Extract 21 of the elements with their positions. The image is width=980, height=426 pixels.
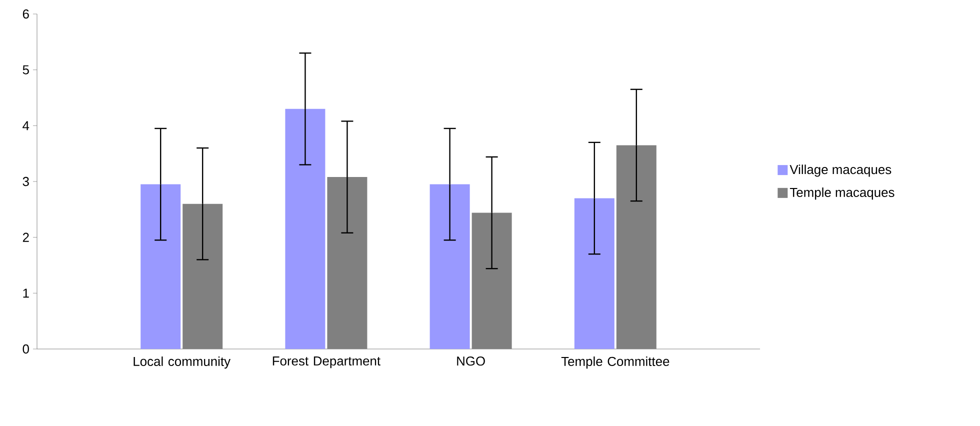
- bar: [472, 212, 512, 349]
- y-tick-label: 4: [22, 121, 30, 130]
- y-tick-label: 1: [23, 288, 29, 298]
- bar: [285, 108, 326, 349]
- y-tick-label: 5: [22, 65, 29, 74]
- y-tick-label: 3: [22, 176, 29, 186]
- bar: [182, 204, 223, 349]
- x-tick-label: Local community: [134, 356, 231, 369]
- y-tick-label: 6: [22, 9, 29, 19]
- bar: [327, 177, 368, 349]
- y-tick-label: 0: [22, 344, 29, 354]
- y-tick-label: 2: [22, 232, 29, 242]
- bar: [430, 184, 470, 349]
- bar: [574, 198, 614, 349]
- legend-label: Temple macaques: [790, 187, 894, 200]
- x-tick-label: NGO: [457, 356, 485, 366]
- legend-label: Village macaques: [790, 164, 892, 177]
- bar: [616, 145, 656, 349]
- x-tick-label: Temple Committee: [561, 356, 670, 369]
- x-tick-label: Forest Department: [272, 356, 380, 368]
- bar: [140, 184, 181, 349]
